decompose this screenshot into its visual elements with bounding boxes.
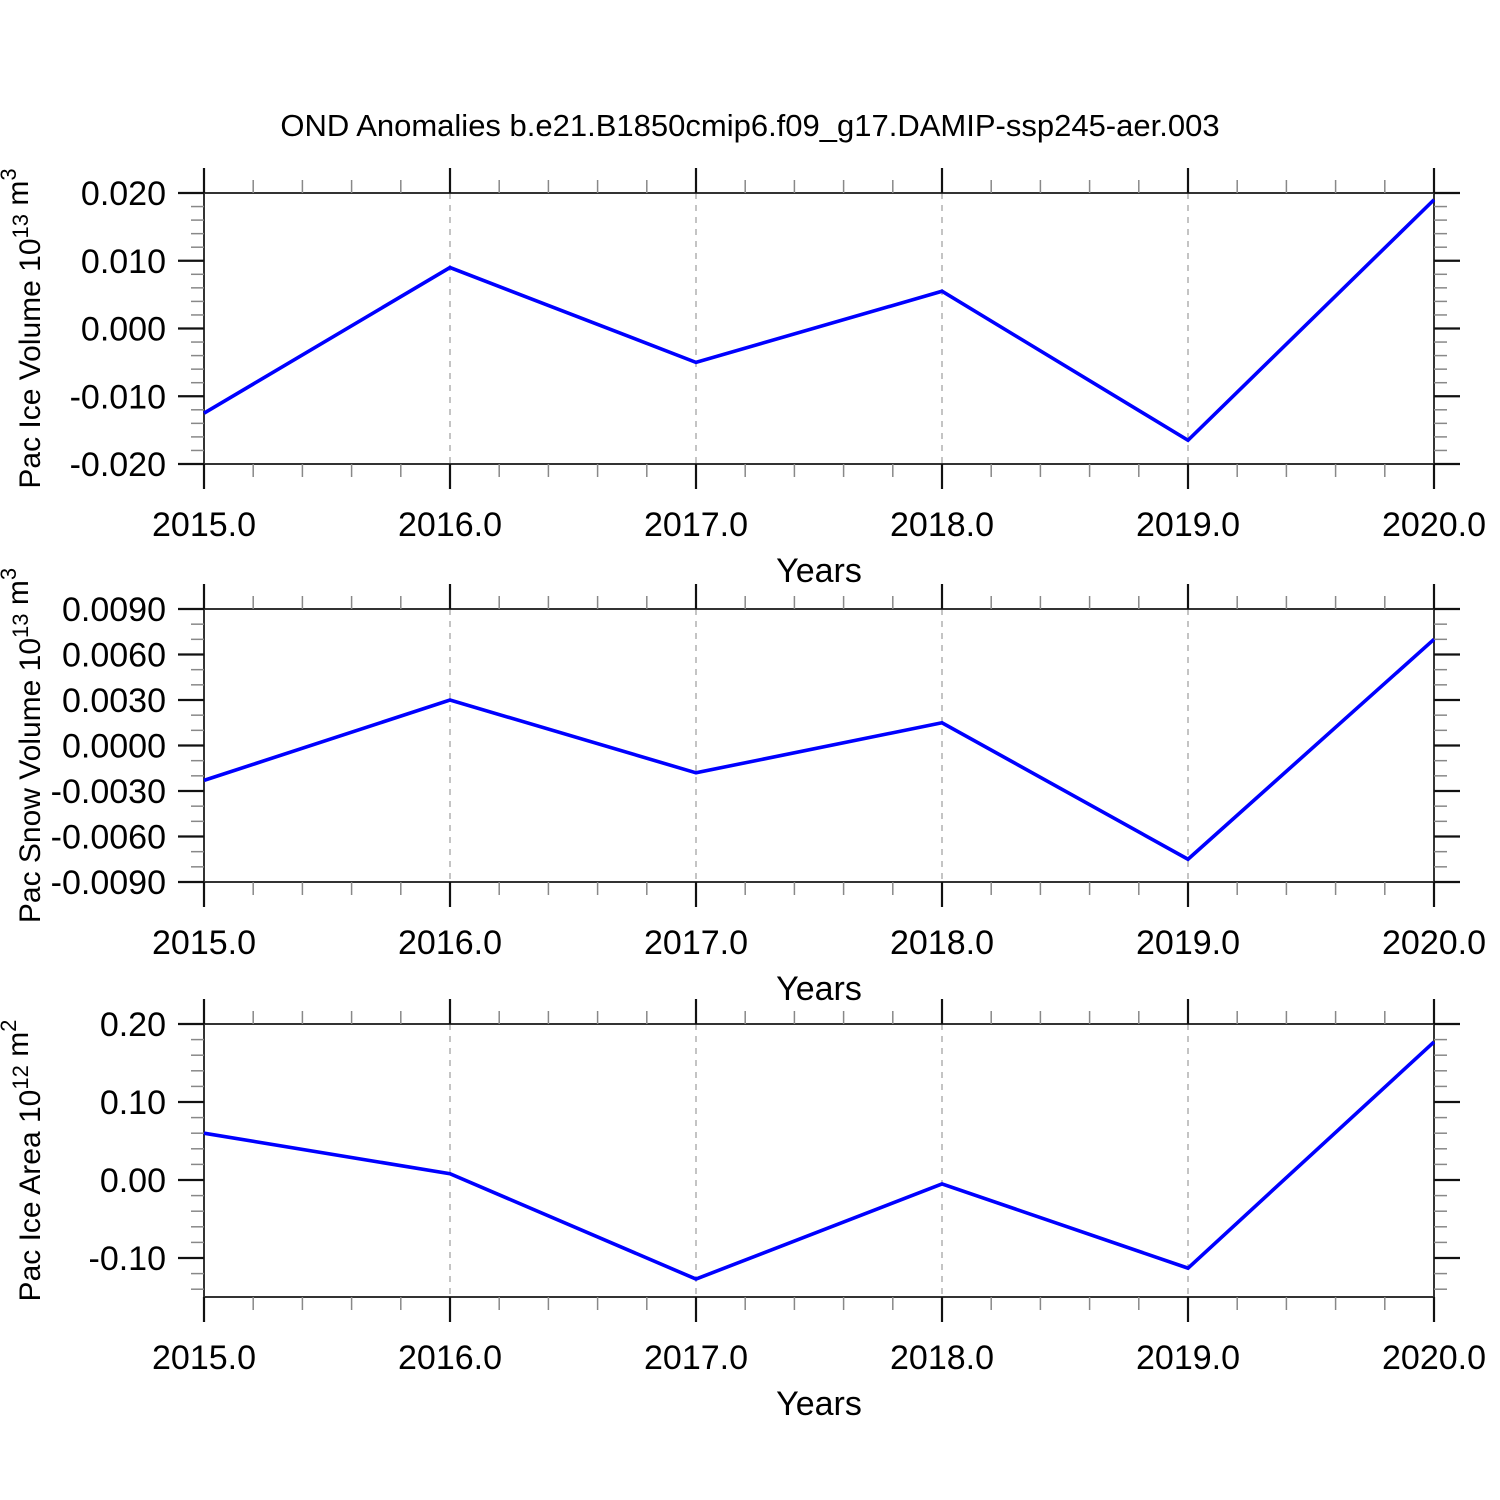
x-tick-label: 2018.0 [890, 924, 994, 962]
x-tick-label: 2018.0 [890, 506, 994, 544]
y-axis-title: Pac Snow Volume 1013 m3 [0, 568, 47, 923]
y-tick-label: 0.020 [81, 175, 166, 213]
y-tick-label: -0.0030 [51, 773, 166, 811]
x-tick-label: 2015.0 [152, 506, 256, 544]
panel-1: 2015.0 2016.0 2017.0 2018.0 2019.0 2020.0 0.02… [0, 168, 1486, 590]
chart-title: OND Anomalies b.e21.B1850cmip6.f09_g17.D… [280, 108, 1220, 143]
x-tick-label: 2016.0 [398, 924, 502, 962]
x-tick-label: 2019.0 [1136, 506, 1240, 544]
panel-2: 2015.0 2016.0 2017.0 2018.0 2019.0 2020.0 0.00… [0, 568, 1486, 1008]
y-axis-title: Pac Ice Area 1012 m2 [0, 1020, 47, 1302]
data-line [203, 198, 1436, 443]
x-tick-label: 2017.0 [644, 506, 748, 544]
y-tick-label: -0.010 [70, 378, 166, 416]
x-tick-label: 2015.0 [152, 1339, 256, 1377]
y-tick-label: 0.0030 [62, 682, 166, 720]
y-tick-label: -0.0060 [51, 819, 166, 857]
y-tick-label: 0.0060 [62, 637, 166, 675]
x-axis-title: Years [776, 552, 862, 590]
y-tick-label: 0.000 [81, 311, 166, 349]
x-tick-label: 2017.0 [644, 924, 748, 962]
x-tick-label: 2016.0 [398, 1339, 502, 1377]
y-tick-label: 0.010 [81, 243, 166, 281]
y-tick-label: -0.10 [89, 1240, 167, 1278]
x-tick-label: 2017.0 [644, 1339, 748, 1377]
x-axis-title: Years [776, 970, 862, 1008]
y-tick-label: 0.10 [100, 1084, 166, 1122]
plot-frame [203, 1023, 1435, 1298]
x-tick-label: 2015.0 [152, 924, 256, 962]
x-tick-label: 2020.0 [1382, 1339, 1486, 1377]
x-tick-label: 2018.0 [890, 1339, 994, 1377]
x-tick-label: 2020.0 [1382, 924, 1486, 962]
y-tick-label: -0.0090 [51, 864, 166, 902]
y-tick-label: 0.20 [100, 1006, 166, 1044]
x-tick-label: 2019.0 [1136, 1339, 1240, 1377]
x-tick-label: 2016.0 [398, 506, 502, 544]
y-axis-title: Pac Ice Volume 1013 m3 [0, 168, 47, 488]
plot-frame [203, 608, 1435, 883]
x-axis-title: Years [776, 1385, 862, 1423]
data-line [203, 1040, 1436, 1282]
panel-3: 2015.0 2016.0 2017.0 2018.0 2019.0 2020.0 0.20… [0, 999, 1486, 1423]
data-line [203, 637, 1436, 862]
y-tick-label: 0.0090 [62, 591, 166, 629]
x-tick-label: 2019.0 [1136, 924, 1240, 962]
y-tick-label: -0.020 [70, 446, 166, 484]
y-tick-label: 0.00 [100, 1162, 166, 1200]
y-tick-label: 0.0000 [62, 728, 166, 766]
x-tick-label: 2020.0 [1382, 506, 1486, 544]
